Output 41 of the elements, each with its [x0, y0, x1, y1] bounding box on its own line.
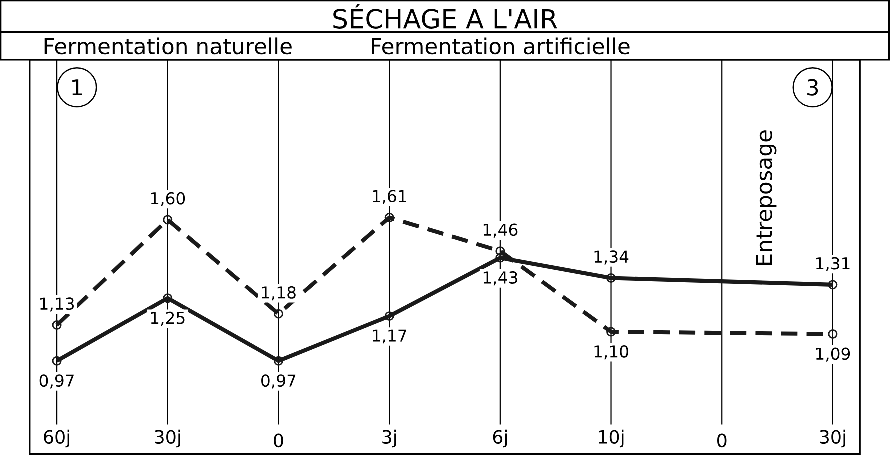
data-label: 1,10 — [594, 345, 628, 360]
point — [163, 215, 173, 225]
data-label: 0,97 — [40, 374, 74, 389]
point — [606, 327, 616, 337]
point — [384, 311, 394, 321]
text: 3 — [808, 79, 818, 96]
data-label: 1,31 — [816, 257, 850, 272]
annotation: Entreposage — [756, 130, 777, 265]
data-label: 1,09 — [816, 348, 850, 362]
text: Fermentation artificielle — [372, 38, 630, 55]
x-tick-label: 6j — [493, 430, 508, 448]
point — [52, 356, 62, 366]
point — [384, 212, 394, 222]
point — [274, 309, 284, 319]
point — [828, 329, 838, 339]
point — [163, 294, 173, 304]
chart-title: SÉCHAGE A L'AIR — [334, 4, 558, 29]
data-label: 1,61 — [373, 190, 406, 204]
x-tick-label: 0 — [718, 434, 727, 448]
x-tick-label: 30j — [820, 430, 846, 448]
x-tick-label: 0 — [274, 434, 284, 448]
point — [274, 356, 284, 366]
point — [496, 246, 506, 256]
data-label: 1,46 — [484, 224, 518, 238]
data-label: 1,18 — [262, 286, 296, 300]
x-tick-label: 60j — [44, 430, 70, 448]
text: Fermentation naturelle — [44, 38, 292, 55]
data-label: 1,60 — [151, 192, 186, 206]
point — [52, 320, 62, 330]
x-tick-label: 3j — [382, 430, 396, 448]
point — [828, 280, 838, 290]
x-tick-label: 30j — [155, 430, 180, 448]
x-tick-label: 10j — [599, 430, 624, 448]
data-label: 1,13 — [40, 298, 74, 312]
data-label: 1,17 — [373, 330, 406, 344]
point — [606, 273, 616, 283]
data-label: 1,25 — [151, 312, 185, 326]
data-label: 0,97 — [262, 374, 296, 389]
data-label: 1,34 — [594, 250, 629, 265]
data-label: 1,43 — [484, 271, 518, 286]
text: 1 — [72, 80, 82, 96]
